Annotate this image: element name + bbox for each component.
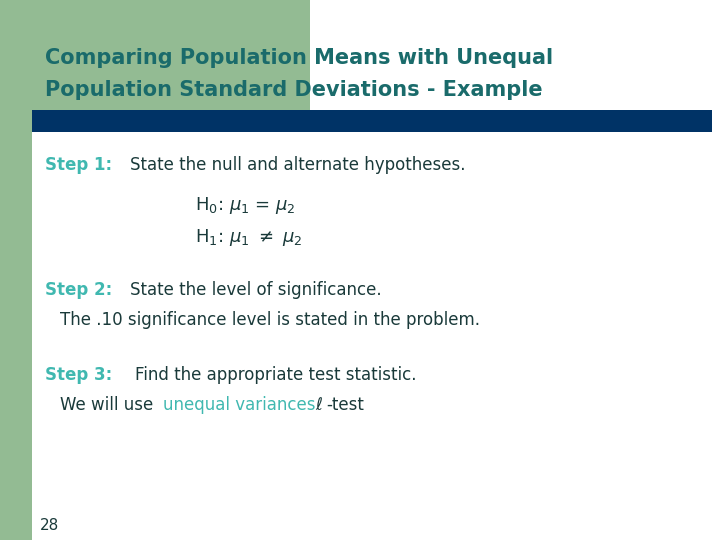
Text: 28: 28 [40,517,59,532]
Text: unequal variances: unequal variances [163,396,315,414]
Text: State the null and alternate hypotheses.: State the null and alternate hypotheses. [130,156,466,174]
Text: The .10 significance level is stated in the problem.: The .10 significance level is stated in … [60,311,480,329]
Text: ℓ: ℓ [315,396,322,414]
Bar [32,110,712,132]
Text: Step 1:: Step 1: [45,156,124,174]
Text: Step 3:: Step 3: [45,366,130,384]
Text: State the level of significance.: State the level of significance. [130,281,382,299]
Text: H$_1$: $\mu_1$ $\neq$ $\mu_2$: H$_1$: $\mu_1$ $\neq$ $\mu_2$ [195,227,302,248]
Text: We will use: We will use [60,396,158,414]
Bar [0,0,310,110]
Text: Population Standard Deviations - Example: Population Standard Deviations - Example [45,80,543,100]
Text: H$_0$: $\mu_1$ = $\mu_2$: H$_0$: $\mu_1$ = $\mu_2$ [195,194,296,215]
Text: Find the appropriate test statistic.: Find the appropriate test statistic. [135,366,416,384]
Text: Comparing Population Means with Unequal: Comparing Population Means with Unequal [45,48,553,68]
Bar [0,0,32,540]
Text: -test: -test [326,396,364,414]
Text: Step 2:: Step 2: [45,281,124,299]
